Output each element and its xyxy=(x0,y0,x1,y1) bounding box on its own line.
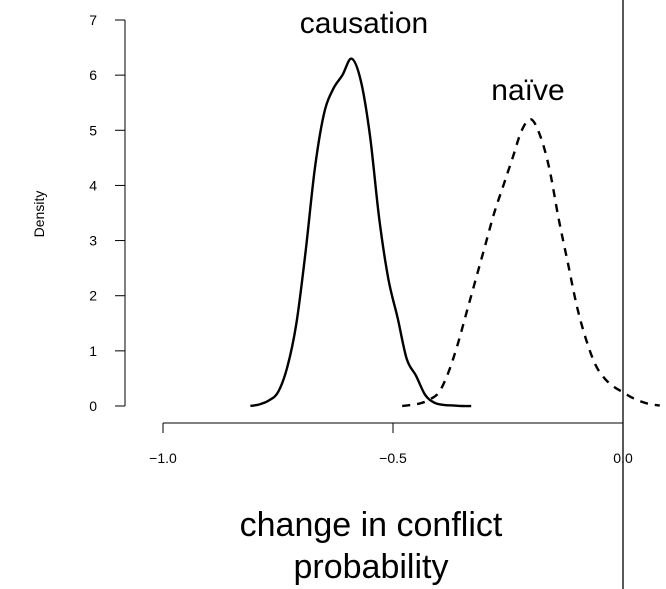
y-tick-label: 2 xyxy=(89,288,97,304)
y-tick-label: 3 xyxy=(89,233,97,249)
y-tick-label: 5 xyxy=(89,122,97,138)
x-tick-label: −0.5 xyxy=(379,450,407,466)
labels: Density change in conflict probability caus… xyxy=(31,7,565,586)
series-annotation: causation xyxy=(300,7,428,40)
y-tick-label: 1 xyxy=(89,343,97,359)
y-tick-label: 4 xyxy=(89,177,97,193)
series-line-1 xyxy=(402,118,660,408)
x-axis-title-line: change in conflict xyxy=(240,506,503,544)
series-line-0 xyxy=(250,57,472,408)
y-axis-title: Density xyxy=(31,191,47,238)
y-tick-label: 6 xyxy=(89,67,97,83)
y-tick-label: 0 xyxy=(89,398,97,414)
plot-lines xyxy=(250,0,660,589)
x-tick-label: −1.0 xyxy=(149,450,177,466)
x-axis-title-line: probability xyxy=(294,548,449,586)
y-tick-label: 7 xyxy=(89,12,97,28)
x-tick-label: 0.0 xyxy=(613,450,633,466)
series-annotation: naïve xyxy=(491,74,564,107)
axes: 0 1 2 3 4 5 6 7 −1.0 −0.5 0.0 xyxy=(89,12,633,466)
